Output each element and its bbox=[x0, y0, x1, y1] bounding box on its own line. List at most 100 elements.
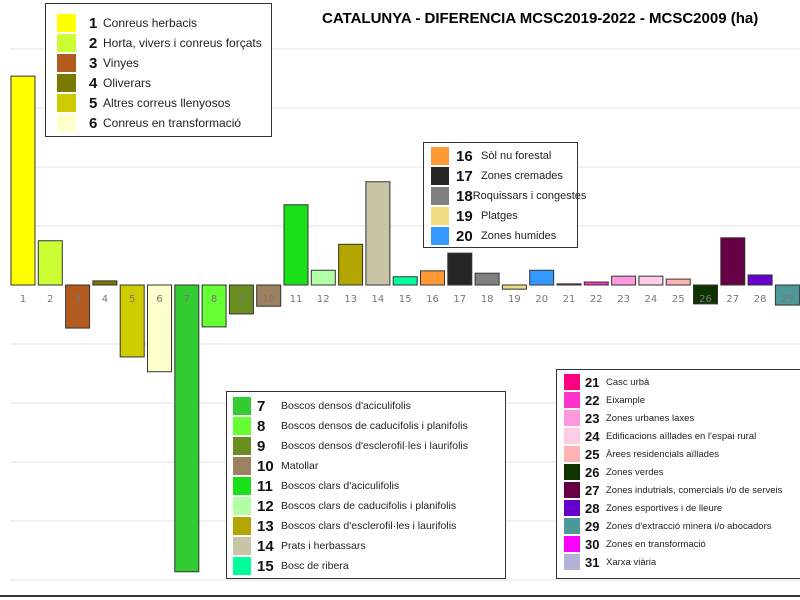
bar-27 bbox=[720, 237, 746, 286]
legend-item: 7 Boscos densos d'aciculifolis bbox=[233, 396, 505, 416]
legend-item: 9 Boscos densos d'esclerofil·les i laurif… bbox=[233, 436, 505, 456]
legend-label: Boscos densos d'aciculifolis bbox=[281, 400, 411, 412]
x-tick-label: 17 bbox=[453, 294, 466, 305]
x-tick-label: 6 bbox=[156, 294, 162, 305]
legend-item: 23 Zones urbanes laxes bbox=[564, 409, 800, 427]
legend-item: 14 Prats i herbassars bbox=[233, 536, 505, 556]
legend-label: Prats i herbassars bbox=[281, 540, 366, 552]
legend-number: 21 bbox=[585, 374, 600, 390]
legend-label: Zones en transformació bbox=[606, 538, 706, 550]
legend-item: 12 Boscos clars de caducifolis i planifol… bbox=[233, 496, 505, 516]
legend-number: 24 bbox=[585, 428, 600, 444]
legend-label: Eixample bbox=[606, 394, 646, 406]
legend-urban: 21 Casc urbà 22 Eixample 23 Zones urbanes lax… bbox=[556, 369, 800, 579]
bar-26 bbox=[693, 284, 718, 305]
legend-label: Matollar bbox=[281, 460, 319, 472]
legend-swatch bbox=[564, 410, 580, 426]
legend-swatch bbox=[233, 497, 251, 515]
legend-agricultural: 1 Conreus herbacis 2 Horta, vivers i conreu… bbox=[45, 3, 272, 137]
legend-label: Roquissars i congestes bbox=[472, 190, 587, 202]
legend-label: Boscos densos d'esclerofil·les i laurifo… bbox=[281, 440, 469, 452]
x-tick-label: 29 bbox=[781, 294, 794, 305]
legend-label: Conreus herbacis bbox=[103, 16, 198, 30]
legend-label: Zones cremades bbox=[481, 170, 563, 182]
bar-1 bbox=[10, 75, 36, 286]
legend-number: 3 bbox=[89, 54, 98, 72]
x-tick-label: 7 bbox=[184, 294, 190, 305]
x-tick-label: 28 bbox=[754, 294, 767, 305]
legend-number: 22 bbox=[585, 392, 600, 408]
legend-item: 18 Roquissars i congestes bbox=[431, 186, 586, 206]
x-tick-label: 26 bbox=[699, 294, 712, 305]
legend-item: 10 Matollar bbox=[233, 456, 505, 476]
legend-number: 10 bbox=[257, 457, 274, 475]
legend-swatch bbox=[431, 147, 449, 165]
legend-number: 14 bbox=[257, 537, 274, 555]
x-tick-label: 9 bbox=[238, 294, 244, 305]
legend-number: 19 bbox=[456, 207, 473, 225]
legend-label: Altres correus llenyosos bbox=[103, 96, 231, 110]
legend-item: 19 Platges bbox=[431, 206, 577, 226]
legend-number: 13 bbox=[257, 517, 274, 535]
legend-number: 15 bbox=[257, 557, 274, 575]
legend-label: Xarxa viària bbox=[606, 556, 657, 568]
legend-swatch bbox=[564, 536, 580, 552]
legend-label: Oliverars bbox=[103, 76, 152, 90]
legend-item: 26 Zones verdes bbox=[564, 463, 800, 481]
bar-17 bbox=[447, 252, 473, 286]
legend-swatch bbox=[564, 392, 580, 408]
legend-item: 3 Vinyes bbox=[57, 53, 271, 73]
legend-label: Boscos clars d'esclerofil·les i laurifol… bbox=[281, 520, 457, 532]
legend-item: 28 Zones esportives i de lleure bbox=[564, 499, 800, 517]
legend-number: 28 bbox=[585, 500, 600, 516]
legend-swatch bbox=[564, 482, 580, 498]
legend-label: Zones d'extracció minera i/o abocadors bbox=[606, 520, 772, 532]
legend-item: 20 Zones humides bbox=[431, 226, 577, 246]
legend-label: Sòl nu forestal bbox=[481, 150, 552, 162]
x-tick-label: 11 bbox=[290, 294, 303, 305]
bar-12 bbox=[310, 269, 336, 286]
legend-swatch bbox=[233, 397, 251, 415]
legend-item: 29 Zones d'extracció minera i/o abocadors bbox=[564, 517, 800, 535]
legend-swatch bbox=[564, 464, 580, 480]
legend-item: 8 Boscos densos de caducifolis i planifol… bbox=[233, 416, 505, 436]
legend-swatch bbox=[564, 500, 580, 516]
legend-swatch bbox=[233, 517, 251, 535]
x-tick-label: 21 bbox=[563, 294, 576, 305]
legend-label: Boscos clars de caducifolis i planifolis bbox=[281, 500, 457, 512]
legend-bare-soil: 16 Sòl nu forestal 17 Zones cremades 18 Roqui… bbox=[423, 142, 586, 248]
x-tick-label: 3 bbox=[74, 294, 80, 305]
x-tick-label: 5 bbox=[129, 294, 135, 305]
legend-swatch bbox=[57, 14, 76, 32]
legend-number: 8 bbox=[257, 417, 266, 435]
legend-item: 11 Boscos clars d'aciculifolis bbox=[233, 476, 505, 496]
legend-number: 11 bbox=[257, 477, 273, 495]
legend-number: 1 bbox=[89, 14, 98, 32]
bar-15 bbox=[392, 276, 418, 286]
legend-item: 17 Zones cremades bbox=[431, 166, 577, 186]
legend-item: 16 Sòl nu forestal bbox=[431, 146, 577, 166]
x-tick-label: 27 bbox=[726, 294, 739, 305]
legend-item: 31 Xarxa viària bbox=[564, 553, 800, 571]
legend-swatch bbox=[233, 437, 251, 455]
legend-item: 25 Àrees residencials aïllades bbox=[564, 445, 800, 463]
x-tick-label: 23 bbox=[617, 294, 630, 305]
legend-number: 2 bbox=[89, 34, 98, 52]
legend-swatch bbox=[431, 187, 449, 205]
x-tick-label: 4 bbox=[102, 294, 108, 305]
legend-swatch bbox=[564, 446, 580, 462]
x-tick-label: 25 bbox=[672, 294, 685, 305]
legend-item: 24 Edificacions aïllades en l'espai rural bbox=[564, 427, 800, 445]
legend-number: 23 bbox=[585, 410, 600, 426]
legend-label: Zones urbanes laxes bbox=[606, 412, 695, 424]
bar-5 bbox=[119, 284, 145, 358]
x-tick-label: 2 bbox=[47, 294, 53, 305]
bar-23 bbox=[611, 275, 637, 286]
legend-item: 2 Horta, vivers i conreus forçats bbox=[57, 33, 271, 53]
legend-number: 30 bbox=[585, 536, 600, 552]
legend-swatch bbox=[564, 518, 580, 534]
x-tick-label: 14 bbox=[372, 294, 385, 305]
legend-swatch bbox=[564, 428, 580, 444]
legend-number: 20 bbox=[456, 227, 473, 245]
